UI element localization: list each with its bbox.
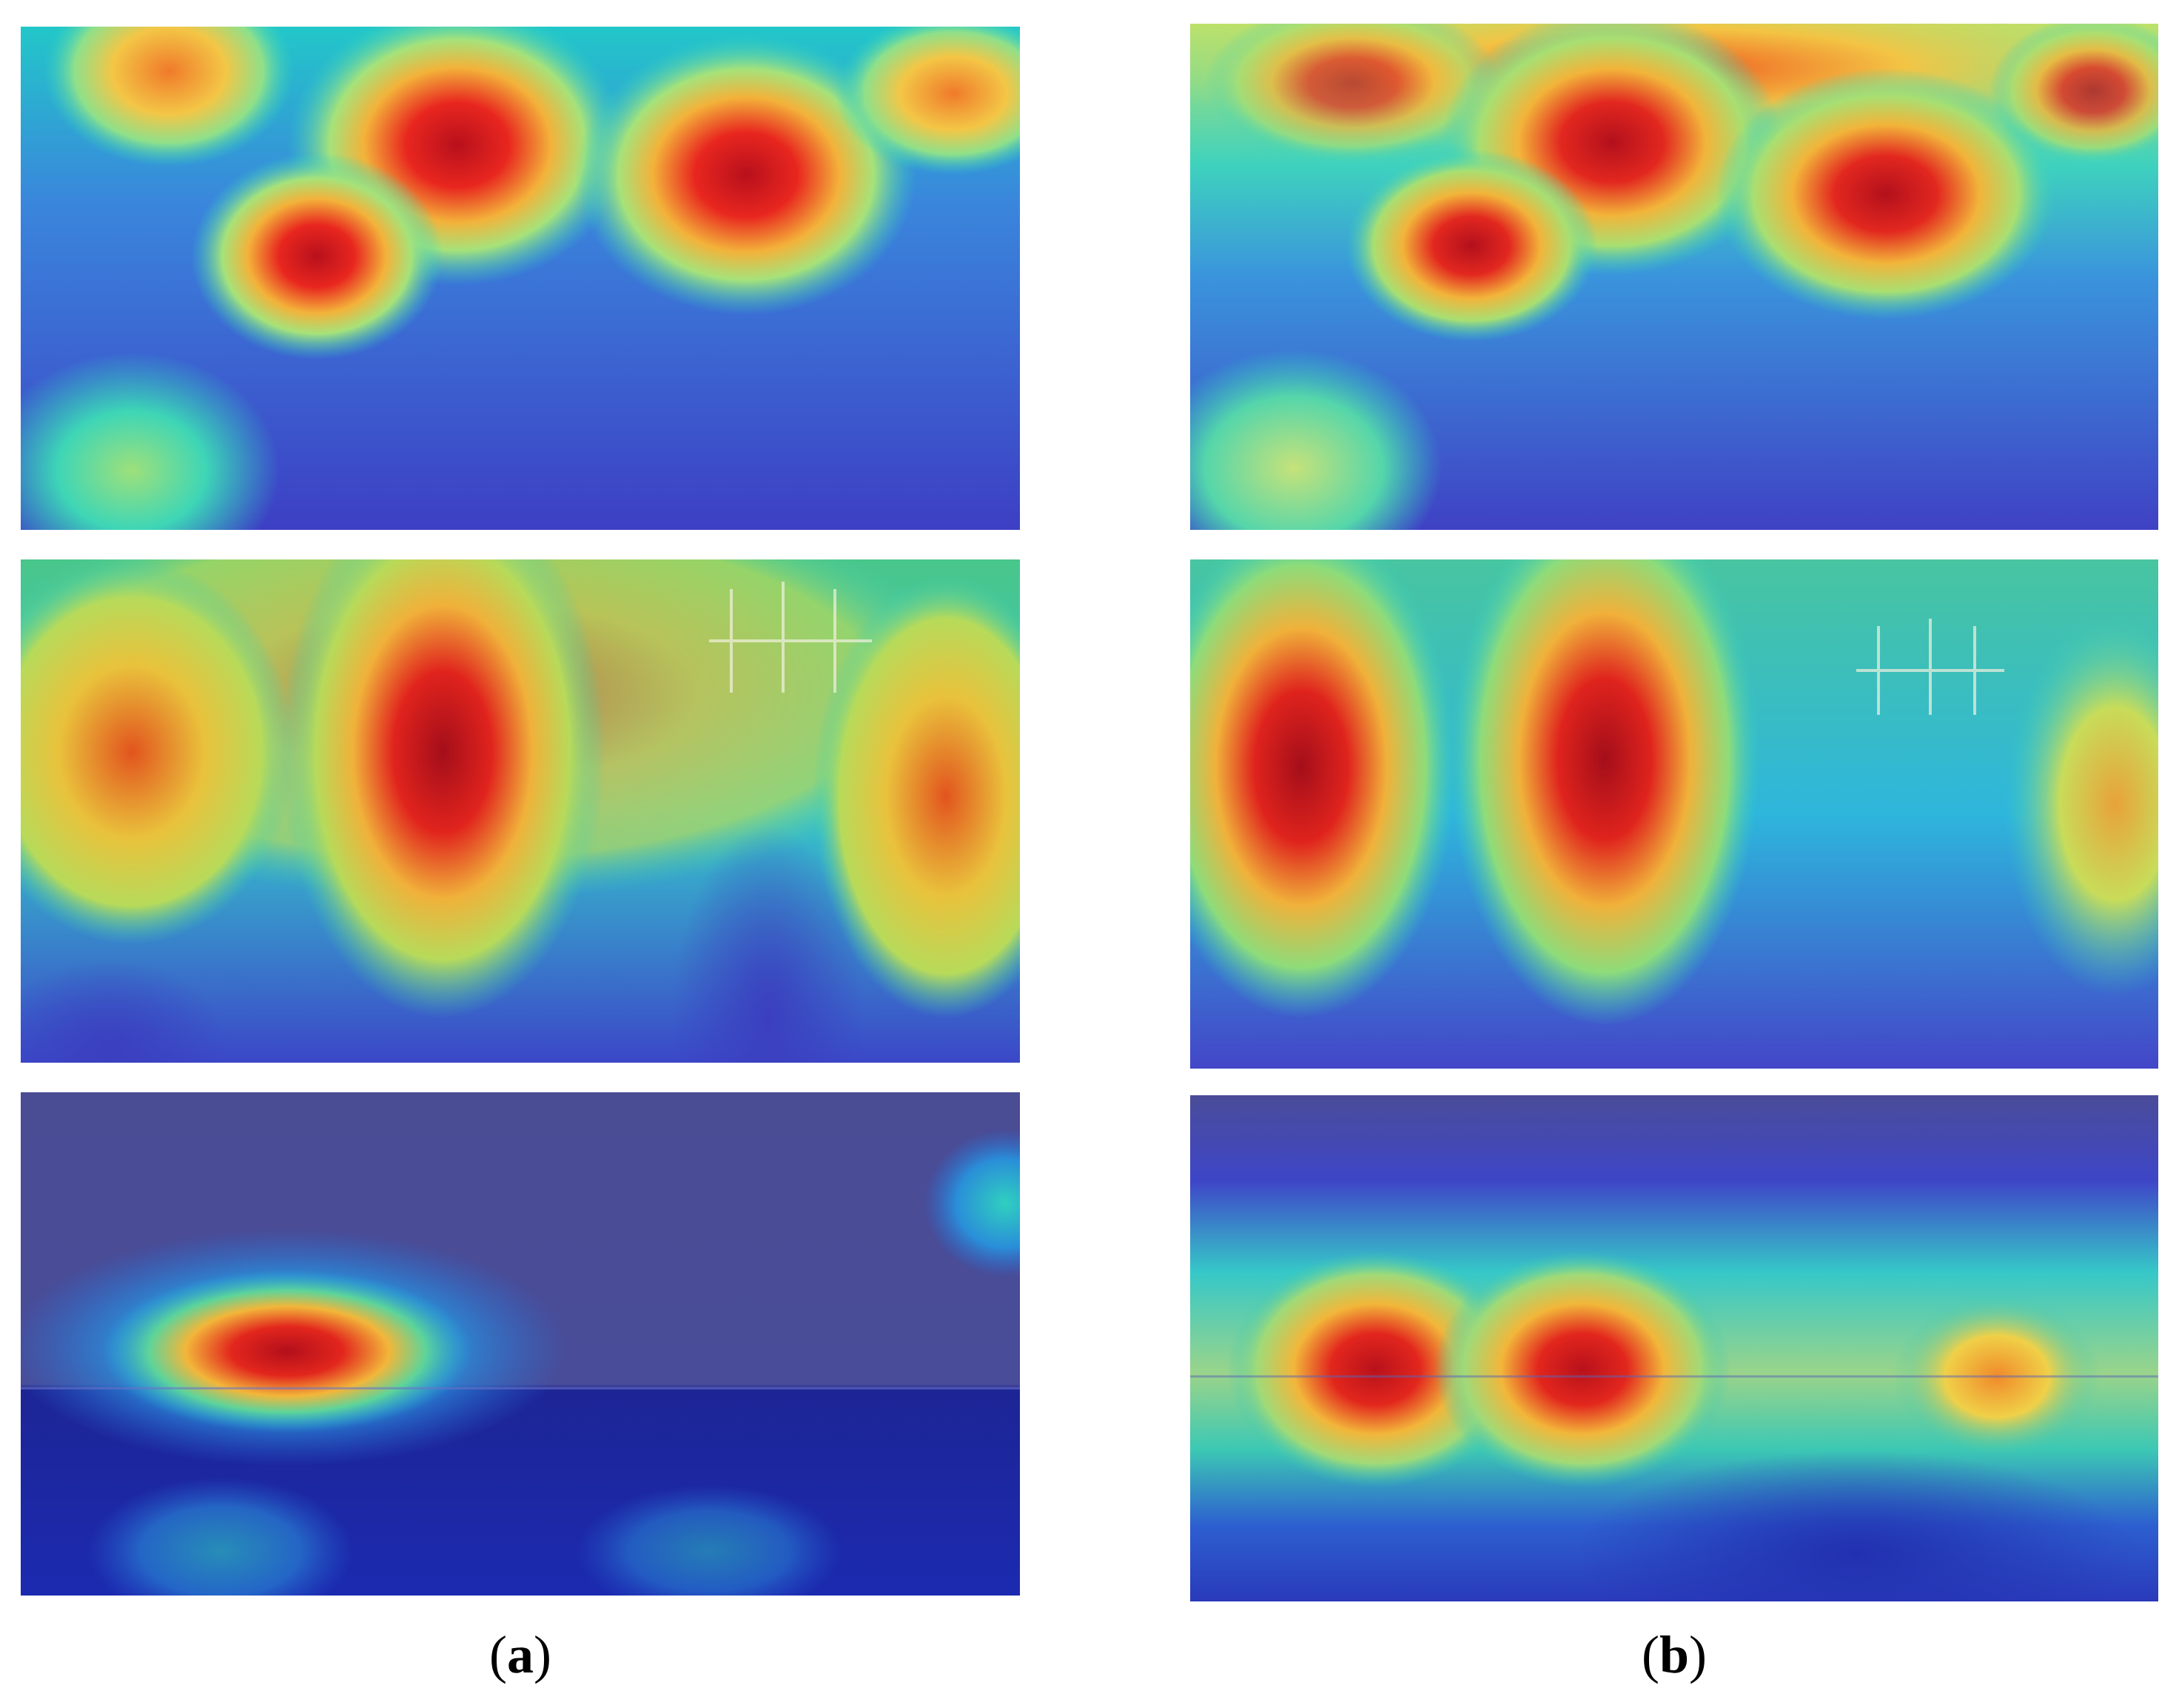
caption-b: (b) bbox=[1563, 1628, 1785, 1681]
caption-a-close: ) bbox=[534, 1625, 551, 1684]
caption-b-letter: b bbox=[1659, 1625, 1690, 1684]
caption-b-open: ( bbox=[1641, 1625, 1659, 1684]
caption-a-open: ( bbox=[489, 1625, 507, 1684]
heatmap-b-row2 bbox=[1190, 559, 2158, 1069]
caption-a-letter: a bbox=[507, 1625, 534, 1684]
heatmap-b-row1 bbox=[1190, 24, 2158, 530]
caption-b-close: ) bbox=[1689, 1625, 1707, 1684]
caption-a: (a) bbox=[409, 1628, 631, 1681]
heatmap-a-row3 bbox=[21, 1092, 1020, 1596]
heatmap-a-row1 bbox=[21, 27, 1020, 530]
heatmap-a-row2 bbox=[21, 559, 1020, 1063]
heatmap-b-row3 bbox=[1190, 1095, 2158, 1601]
